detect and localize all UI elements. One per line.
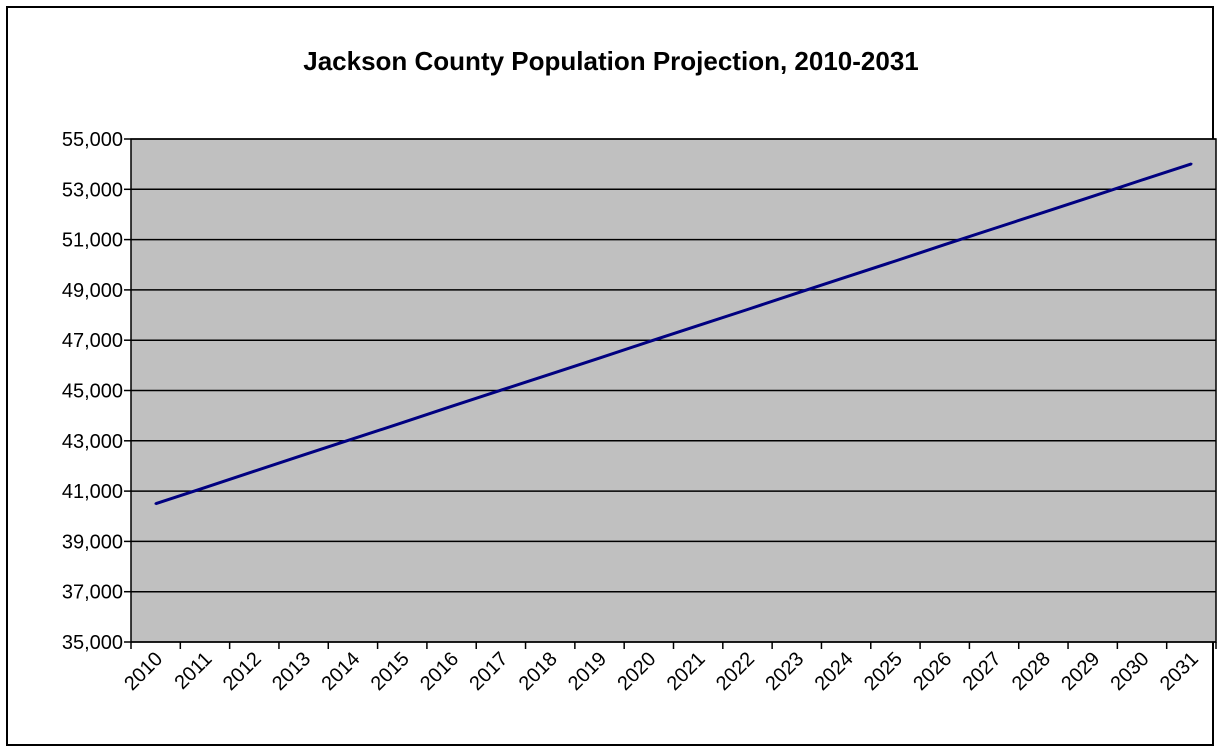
series-layer <box>154 162 1193 506</box>
data-point <box>598 356 601 360</box>
x-tick-label: 2019 <box>564 648 611 695</box>
data-point <box>401 421 404 424</box>
data-point <box>992 227 996 230</box>
data-point <box>943 243 946 246</box>
data-point <box>1042 211 1045 214</box>
x-tick-label: 2022 <box>712 648 759 695</box>
x-tick-label: 2010 <box>120 648 167 695</box>
x-tick-label: 2018 <box>515 648 562 695</box>
data-point <box>647 340 651 343</box>
x-tick-label: 2027 <box>959 648 1006 695</box>
data-point <box>450 405 453 408</box>
x-tick-label: 2014 <box>317 648 364 695</box>
x-tick-label: 2031 <box>1156 648 1203 695</box>
y-tick-label: 47,000 <box>62 330 123 352</box>
data-point <box>746 308 749 311</box>
data-point <box>795 291 798 295</box>
data-point <box>302 453 305 457</box>
y-tick-label: 43,000 <box>62 431 123 453</box>
x-tick-label: 2021 <box>663 648 710 695</box>
y-tick-label: 45,000 <box>62 381 123 403</box>
x-tick-label: 2012 <box>219 648 266 695</box>
y-tick-label: 35,000 <box>62 632 123 654</box>
y-tick-label: 41,000 <box>62 481 123 503</box>
y-tick-label: 39,000 <box>62 531 123 553</box>
data-point <box>844 275 848 279</box>
data-point <box>203 486 207 489</box>
series-line <box>155 162 1192 506</box>
data-point <box>696 324 700 327</box>
x-tick-label: 2024 <box>811 648 858 695</box>
y-tick-label: 37,000 <box>62 582 123 604</box>
x-axis-tick-labels: 2010 2011 2012 2013 2014 2015 2016 2017 2018 2019… <box>120 648 1203 695</box>
y-tick-label: 51,000 <box>62 230 123 252</box>
data-point <box>154 502 157 505</box>
y-tick-label: 55,000 <box>62 129 123 151</box>
x-tick-label: 2026 <box>909 648 956 695</box>
y-axis-tick-labels: 35,000 37,000 39,000 41,000 43,000 45,000 47,0… <box>62 129 123 654</box>
x-tick-label: 2023 <box>761 648 808 695</box>
data-point <box>351 437 355 440</box>
data-point <box>549 372 552 376</box>
data-point <box>1091 195 1094 198</box>
x-tick-label: 2011 <box>171 648 217 694</box>
x-tick-label: 2029 <box>1057 648 1104 695</box>
y-tick-label: 53,000 <box>62 179 123 201</box>
data-point <box>894 259 897 263</box>
data-point <box>1190 162 1193 166</box>
x-tick-label: 2028 <box>1008 648 1055 695</box>
y-tick-label: 49,000 <box>62 280 123 302</box>
data-point <box>1140 178 1144 182</box>
data-point <box>499 389 503 392</box>
x-tick-label: 2020 <box>613 648 660 695</box>
x-tick-label: 2030 <box>1107 648 1154 695</box>
x-tick-label: 2017 <box>465 648 512 695</box>
chart-title: Jackson County Population Projection, 20… <box>303 46 919 76</box>
data-point <box>253 470 256 473</box>
x-tick-label: 2025 <box>860 648 907 695</box>
x-tick-label: 2013 <box>268 648 315 695</box>
x-tick-label: 2015 <box>367 648 414 695</box>
x-tick-label: 2016 <box>416 648 463 695</box>
axes <box>124 138 1217 649</box>
